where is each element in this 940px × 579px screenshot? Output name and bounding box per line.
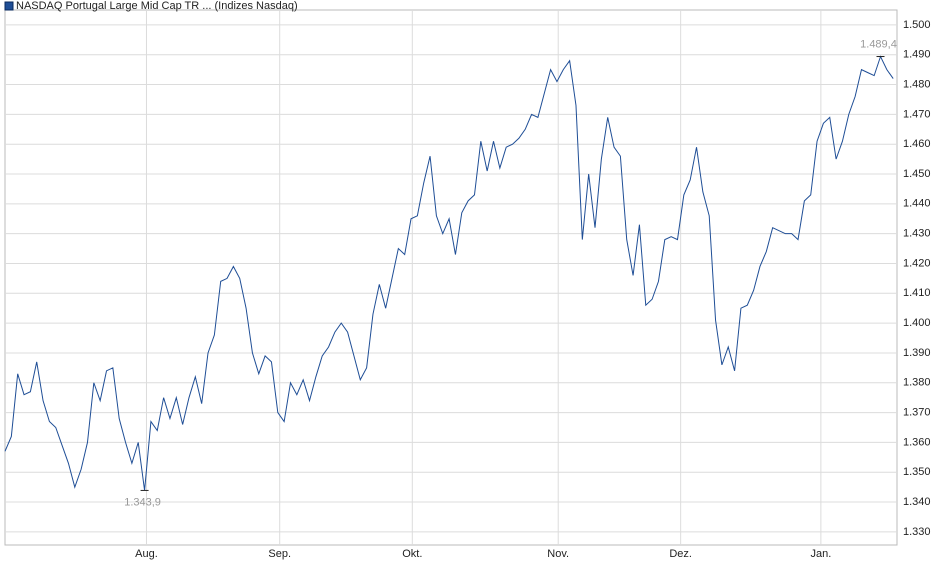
y-tick-label: 1.410 [903, 287, 931, 299]
legend-swatch [4, 1, 14, 11]
extreme-label: 1.489,4 [860, 38, 897, 50]
y-tick-label: 1.420 [903, 257, 931, 269]
legend-label: NASDAQ Portugal Large Mid Cap TR ... (In… [16, 0, 298, 12]
y-tick-label: 1.330 [903, 526, 931, 538]
y-tick-label: 1.350 [903, 466, 931, 478]
plot-frame [4, 9, 898, 546]
y-tick-label: 1.480 [903, 78, 931, 90]
y-tick-label: 1.430 [903, 228, 931, 240]
y-tick-label: 1.380 [903, 377, 931, 389]
extreme-label: 1.343,9 [124, 496, 161, 508]
y-tick-label: 1.450 [903, 168, 931, 180]
y-tick-label: 1.470 [903, 108, 931, 120]
x-tick-label: Aug. [135, 548, 158, 560]
y-tick-label: 1.340 [903, 496, 931, 508]
x-tick-label: Dez. [669, 548, 692, 560]
y-tick-label: 1.460 [903, 138, 931, 150]
y-tick-label: 1.390 [903, 347, 931, 359]
price-line [4, 55, 894, 491]
y-tick-label: 1.370 [903, 406, 931, 418]
x-tick-label: Nov. [547, 548, 569, 560]
y-tick-label: 1.360 [903, 436, 931, 448]
y-tick-label: 1.400 [903, 317, 931, 329]
y-tick-label: 1.440 [903, 198, 931, 210]
x-tick-label: Sep. [268, 548, 291, 560]
y-tick-label: 1.500 [903, 19, 931, 31]
x-tick-label: Okt. [402, 548, 422, 560]
y-tick-label: 1.490 [903, 49, 931, 61]
x-tick-label: Jan. [810, 548, 831, 560]
